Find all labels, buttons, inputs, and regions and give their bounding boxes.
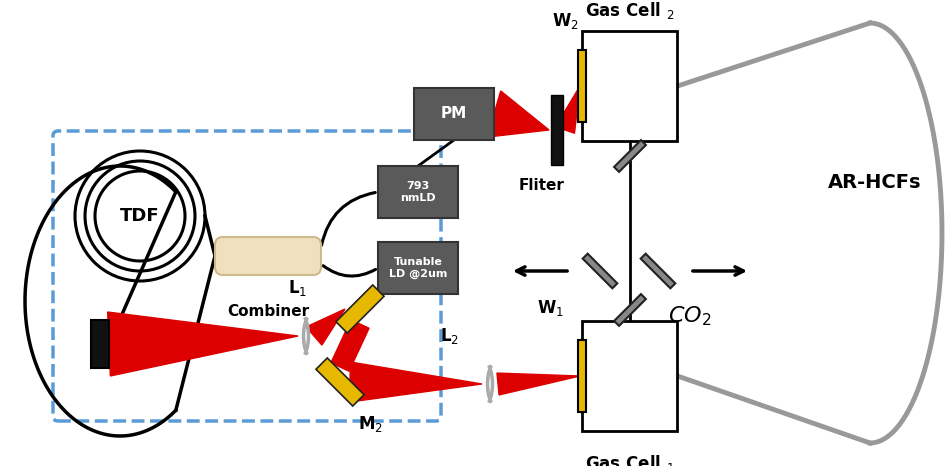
- Text: Combiner: Combiner: [227, 303, 309, 318]
- Polygon shape: [336, 285, 384, 333]
- Text: L$_1$: L$_1$: [288, 278, 307, 298]
- Text: Fliter: Fliter: [519, 178, 565, 192]
- Polygon shape: [555, 86, 580, 133]
- Polygon shape: [331, 320, 369, 371]
- Polygon shape: [641, 254, 676, 288]
- FancyBboxPatch shape: [215, 237, 321, 275]
- Bar: [378, 166, 458, 218]
- Text: Gas Cell $_{1}$: Gas Cell $_{1}$: [586, 453, 675, 466]
- Bar: [583, 321, 678, 431]
- Text: M$_1$: M$_1$: [380, 261, 404, 281]
- Text: TDF: TDF: [121, 207, 159, 225]
- Bar: [91, 320, 109, 368]
- Polygon shape: [316, 358, 364, 406]
- Text: Tunable
LD @2um: Tunable LD @2um: [389, 257, 447, 279]
- Text: W$_1$: W$_1$: [536, 298, 564, 318]
- Polygon shape: [349, 362, 482, 402]
- Text: $\mathit{CO_2}$: $\mathit{CO_2}$: [668, 304, 712, 328]
- Text: W$_2$: W$_2$: [551, 11, 578, 31]
- Bar: [551, 95, 563, 165]
- Text: M$_2$: M$_2$: [358, 414, 382, 434]
- Polygon shape: [107, 312, 298, 376]
- Text: PM: PM: [441, 107, 467, 122]
- Polygon shape: [307, 309, 345, 345]
- Bar: [378, 242, 458, 294]
- Polygon shape: [583, 254, 617, 288]
- Text: AR-HCFs: AR-HCFs: [828, 173, 921, 192]
- Polygon shape: [614, 140, 646, 172]
- Text: Gas Cell $_{2}$: Gas Cell $_{2}$: [586, 0, 675, 21]
- Text: 793
nmLD: 793 nmLD: [400, 181, 436, 203]
- Text: L$_2$: L$_2$: [440, 326, 459, 346]
- Bar: [579, 340, 586, 412]
- Bar: [579, 50, 586, 122]
- Bar: [583, 31, 678, 141]
- Polygon shape: [497, 373, 580, 395]
- Polygon shape: [487, 91, 549, 137]
- Polygon shape: [614, 294, 646, 326]
- Bar: [414, 88, 494, 140]
